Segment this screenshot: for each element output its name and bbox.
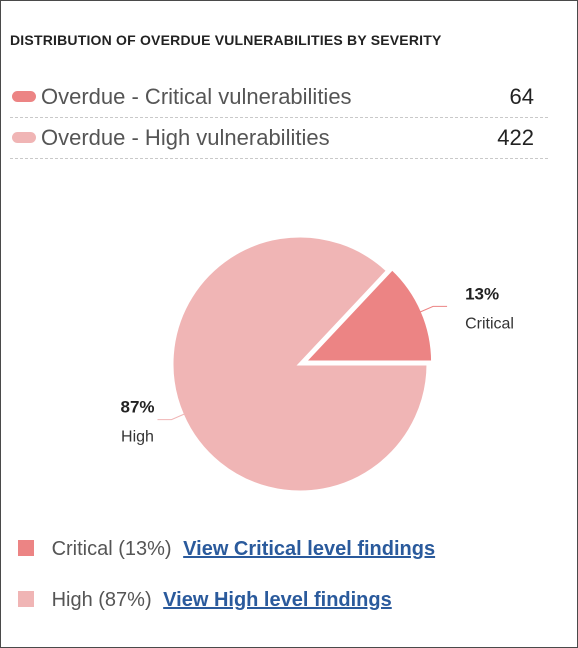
summary-row-high: Overdue - High vulnerabilities 422: [10, 120, 548, 159]
legend-swatch-critical: [18, 540, 34, 556]
pie-percent-label-high: 87%: [120, 398, 154, 417]
pie-connector-critical: [418, 305, 448, 314]
legend-text-high: High (87%): [51, 589, 152, 611]
high-color-swatch: [12, 132, 36, 143]
summary-value-critical: 64: [509, 84, 534, 109]
severity-pie-chart: 13% Critical 87% High: [120, 234, 514, 494]
panel-title: DISTRIBUTION OF OVERDUE VULNERABILITIES …: [10, 32, 442, 48]
pie-category-label-critical: Critical: [465, 315, 514, 332]
view-critical-findings-link[interactable]: View Critical level findings: [183, 538, 436, 560]
legend-text-critical: Critical (13%): [51, 538, 172, 560]
pie-category-label-high: High: [121, 429, 154, 446]
summary-row-critical: Overdue - Critical vulnerabilities 64: [10, 79, 548, 118]
summary-value-high: 422: [497, 125, 534, 150]
summary-label-critical: Overdue - Critical vulnerabilities: [41, 84, 352, 109]
critical-color-swatch: [12, 91, 36, 102]
legend-swatch-high: [18, 591, 34, 607]
summary-label-high: Overdue - High vulnerabilities: [41, 125, 330, 150]
view-high-findings-link[interactable]: View High level findings: [163, 589, 392, 611]
pie-connector-high: [157, 412, 187, 421]
pie-percent-label-critical: 13%: [465, 284, 499, 303]
legend-row-critical: Critical (13%) View Critical level findi…: [18, 538, 435, 564]
legend-row-high: High (87%) View High level findings: [18, 589, 392, 615]
